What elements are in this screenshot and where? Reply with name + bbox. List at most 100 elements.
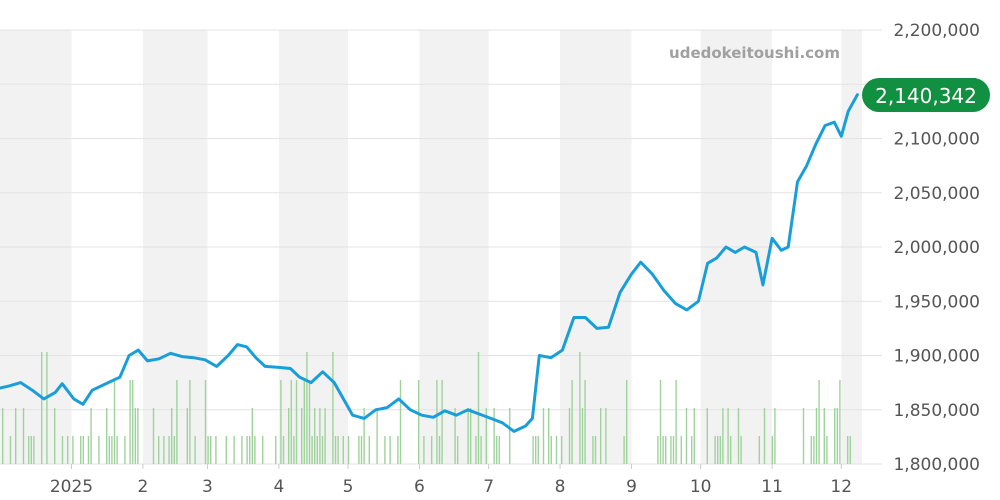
volume-bar — [30, 436, 32, 464]
gridlines — [0, 29, 882, 465]
volume-bar — [129, 380, 131, 464]
price-line — [0, 93, 859, 433]
last-value-badge: 2,140,342 — [862, 78, 990, 112]
volume-bar — [163, 436, 165, 464]
volume-bar — [332, 352, 334, 464]
volume-bar — [22, 408, 25, 464]
volume-bar — [662, 436, 664, 464]
volume-bar — [337, 436, 339, 464]
volume-bar — [665, 436, 667, 464]
volume-bar — [132, 380, 134, 464]
volume-bar — [605, 408, 607, 464]
volume-bar — [358, 436, 360, 464]
volume-bar — [33, 436, 35, 464]
volume-bar — [740, 436, 742, 464]
x-tick-label: 8 — [555, 477, 566, 497]
volume-bar — [509, 408, 511, 464]
volume-bar — [61, 436, 64, 464]
volume-bar — [194, 436, 196, 464]
volume-bar — [659, 380, 662, 464]
volume-bar — [555, 436, 558, 464]
volume-bar — [730, 436, 732, 464]
volume-bar — [360, 436, 363, 464]
volume-bar — [568, 408, 571, 464]
volume-bar — [561, 436, 563, 464]
volume-bar — [251, 408, 253, 464]
x-tick-label: 10 — [690, 477, 712, 497]
volume-bar — [823, 408, 825, 464]
x-tick-label: 2025 — [50, 477, 93, 497]
volume-bar — [581, 408, 584, 464]
volume-bar — [847, 436, 849, 464]
volume-bar — [441, 380, 443, 464]
volume-bar — [485, 408, 487, 464]
volume-bar — [288, 408, 290, 464]
volume-bar — [818, 380, 820, 464]
volume-bar — [810, 436, 812, 464]
volume-bar — [680, 436, 682, 464]
x-axis-ticks: 2025 2 3 4 5 6 7 8 9 10 11 12 — [50, 464, 852, 497]
volume-bar — [168, 436, 170, 464]
y-tick-label: 1,950,000 — [893, 292, 980, 312]
x-tick-label: 11 — [761, 477, 783, 497]
volume-bar — [397, 436, 399, 464]
volume-bar — [80, 436, 82, 464]
volume-bar — [233, 436, 235, 464]
volume-bar — [384, 436, 386, 464]
volume-bar — [158, 436, 160, 464]
volume-bar — [204, 380, 207, 464]
volume-bar — [457, 436, 459, 464]
x-tick-label: 3 — [202, 477, 213, 497]
volume-bar — [475, 436, 477, 464]
x-tick-label: 5 — [343, 477, 354, 497]
volume-bar — [215, 436, 217, 464]
volume-bar — [347, 436, 350, 464]
volume-bar — [308, 380, 311, 464]
volume-bar — [41, 352, 43, 464]
volume-bar — [82, 436, 84, 464]
volume-bar — [98, 436, 100, 464]
volume-bar — [815, 408, 818, 464]
volume-bar — [246, 436, 248, 464]
volume-bar — [737, 408, 740, 464]
y-tick-label: 1,800,000 — [893, 455, 980, 475]
volume-bar — [584, 380, 586, 464]
volume-bar — [758, 436, 760, 464]
volume-bar — [319, 408, 321, 464]
volume-bar — [836, 408, 838, 464]
volume-bar — [771, 436, 773, 464]
volume-bar — [623, 436, 625, 464]
volume-bar — [176, 380, 178, 464]
volume-bar — [542, 408, 545, 464]
volume-bar — [849, 436, 851, 464]
volume-bar — [152, 408, 155, 464]
volume-bar — [9, 436, 12, 464]
volume-bar — [108, 436, 110, 464]
volume-bar — [470, 408, 472, 464]
volume-bar — [316, 436, 318, 464]
volume-bar — [72, 436, 74, 464]
y-tick-label: 2,200,000 — [893, 21, 980, 41]
volume-bar — [493, 408, 495, 464]
volume-bar — [438, 436, 441, 464]
volume-bar — [727, 408, 729, 464]
volume-bar — [254, 436, 256, 464]
volume-bar — [722, 408, 724, 464]
volume-bar — [477, 352, 480, 464]
volume-bar — [280, 380, 282, 464]
volume-bar — [813, 436, 815, 464]
y-tick-label: 2,050,000 — [893, 184, 980, 204]
volume-bar — [834, 408, 836, 464]
volume-bar — [275, 436, 277, 464]
y-tick-label: 2,000,000 — [893, 238, 980, 258]
volume-bar — [186, 408, 188, 464]
volume-bar — [717, 436, 719, 464]
volume-bar — [116, 436, 118, 464]
volume-bar — [802, 408, 805, 464]
x-tick-label: 2 — [137, 477, 148, 497]
volume-bar — [480, 436, 482, 464]
volume-bar — [249, 436, 251, 464]
volume-bar — [295, 380, 298, 464]
volume-bar — [113, 380, 116, 464]
volume-bar — [282, 436, 285, 464]
